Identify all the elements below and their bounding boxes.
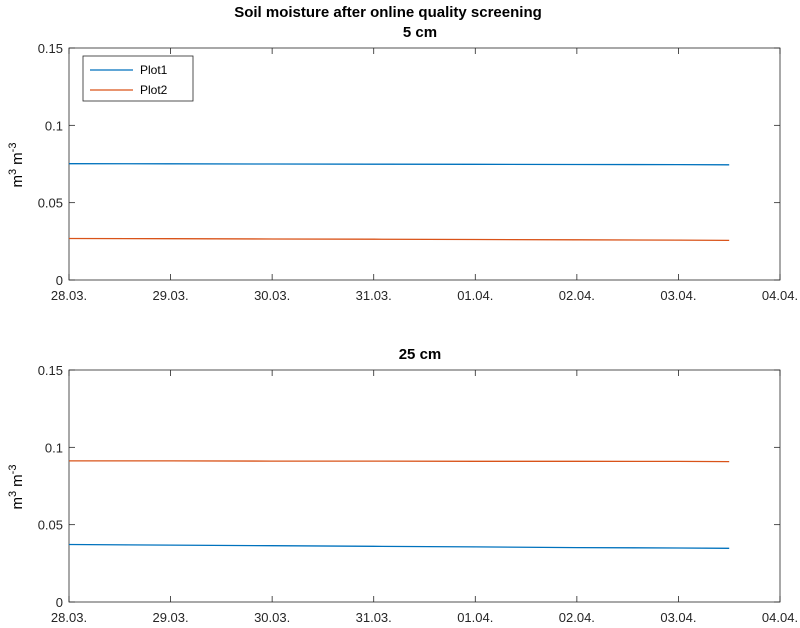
- ylabel-unit1: m: [9, 175, 26, 188]
- x-tick-label: 04.04.: [762, 288, 798, 303]
- ylabel-exp2: -3: [7, 465, 19, 475]
- x-tick-label: 04.04.: [762, 610, 798, 625]
- panel-5cm: 5 cm 28.03. 29.03. 30.03. 31.03. 01.04. 02.04…: [7, 24, 798, 303]
- x-tick-label: 30.03.: [254, 288, 290, 303]
- x-tick-label: 01.04.: [457, 288, 493, 303]
- y-axis-label: m3m-3: [7, 465, 26, 510]
- ylabel-exp1: 3: [7, 491, 19, 497]
- series-line-plot2: [69, 460, 730, 463]
- ylabel-exp2: -3: [7, 143, 19, 153]
- x-tick-label: 31.03.: [356, 288, 392, 303]
- panel-title: 5 cm: [403, 24, 437, 41]
- legend-label-plot1: Plot1: [140, 63, 168, 77]
- x-tick-label: 03.04.: [660, 288, 696, 303]
- legend: Plot1 Plot2: [82, 55, 194, 102]
- x-tick-label: 28.03.: [51, 610, 87, 625]
- series-line-plot1: [68, 543, 730, 549]
- x-tick-label: 03.04.: [660, 610, 696, 625]
- series-line-plot1: [68, 163, 730, 166]
- panel-title: 25 cm: [399, 346, 442, 363]
- y-tick-label: 0.1: [45, 440, 63, 455]
- axes-box: [68, 369, 781, 603]
- x-tick-label: 02.04.: [559, 288, 595, 303]
- y-tick-label: 0.15: [38, 41, 63, 56]
- legend-label-plot2: Plot2: [140, 83, 168, 97]
- x-tick-label: 30.03.: [254, 610, 290, 625]
- legend-box: [82, 55, 194, 102]
- ylabel-unit2: m: [9, 474, 26, 487]
- y-tick-label: 0: [56, 273, 63, 288]
- ylabel-unit2: m: [9, 152, 26, 165]
- x-tick-label: 31.03.: [356, 610, 392, 625]
- series-line-plot2: [68, 237, 730, 242]
- ylabel-unit1: m: [9, 497, 26, 510]
- x-tick-label: 29.03.: [152, 288, 188, 303]
- ylabel-exp1: 3: [7, 169, 19, 175]
- x-tick-label: 28.03.: [51, 288, 87, 303]
- x-tick-label: 02.04.: [559, 610, 595, 625]
- y-tick-label: 0: [56, 595, 63, 610]
- figure-title: Soil moisture after online quality scree…: [234, 4, 542, 21]
- panel-25cm: 25 cm 28.03. 29.03. 30.03. 31.03. 01.04. 02.0…: [7, 346, 798, 625]
- x-tick-label: 29.03.: [152, 610, 188, 625]
- y-tick-label: 0.15: [38, 363, 63, 378]
- y-tick-label: 0.1: [45, 118, 63, 133]
- y-tick-label: 0.05: [38, 518, 63, 533]
- x-tick-label: 01.04.: [457, 610, 493, 625]
- y-axis-label: m3m-3: [7, 143, 26, 188]
- plot-area: 28.03. 29.03. 30.03. 31.03. 01.04. 02.04. 03.0…: [38, 363, 798, 625]
- y-tick-label: 0.05: [38, 196, 63, 211]
